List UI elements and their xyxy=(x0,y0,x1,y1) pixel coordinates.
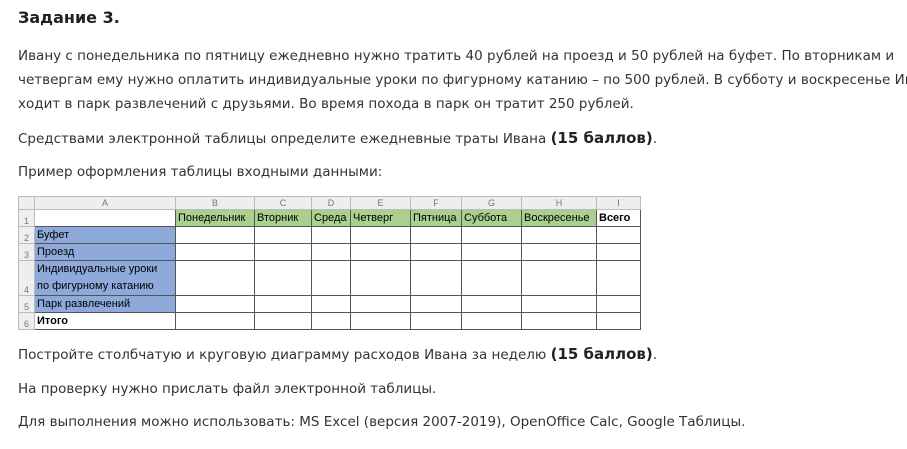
row-label: Парк развлечений xyxy=(34,295,176,313)
column-header: G xyxy=(461,196,522,210)
task-1: Средствами электронной таблицы определит… xyxy=(18,129,658,147)
row-number: 3 xyxy=(18,243,35,261)
row-number: 2 xyxy=(18,226,35,244)
table-row: 1 Понедельник Вторник Среда Четверг Пятница С… xyxy=(18,209,641,227)
header-cell: Четверг xyxy=(350,209,411,227)
table-row: 2 Буфет xyxy=(18,226,641,244)
column-header: H xyxy=(521,196,597,210)
header-cell: Суббота xyxy=(461,209,522,227)
row-label-line: Индивидуальные уроки xyxy=(37,263,158,275)
row-label: Итого xyxy=(34,312,176,330)
table-row: 5 Парк развлечений xyxy=(18,295,641,313)
column-header: B xyxy=(175,196,255,210)
header-cell: Понедельник xyxy=(175,209,255,227)
row-label: Проезд xyxy=(34,243,176,261)
software-note: Для выполнения можно использовать: MS Ex… xyxy=(18,414,746,430)
header-cell: Вторник xyxy=(254,209,312,227)
column-header: D xyxy=(311,196,351,210)
column-header: C xyxy=(254,196,312,210)
table-row: 3 Проезд xyxy=(18,243,641,261)
example-caption: Пример оформления таблицы входными данны… xyxy=(18,164,383,180)
table-row: 4 Индивидуальные уроки по фигурному катани… xyxy=(18,260,641,296)
header-cell: Всего xyxy=(596,209,641,227)
paragraph-line: ходит в парк развлечений с друзьями. Во … xyxy=(18,96,634,112)
paragraph-line: четвергам ему нужно оплатить индивидуаль… xyxy=(18,72,907,88)
task-2-points: (15 баллов) xyxy=(550,345,653,363)
task-title: Задание 3. xyxy=(18,8,120,27)
paragraph-line: Ивану с понедельника по пятницу ежедневн… xyxy=(18,48,895,64)
header-cell: Среда xyxy=(311,209,351,227)
header-cell: Воскресенье xyxy=(521,209,597,227)
header-cell: Пятница xyxy=(410,209,462,227)
submission-note: На проверку нужно прислать файл электрон… xyxy=(18,381,437,397)
table-row: 6 Итого xyxy=(18,312,641,330)
column-header: A xyxy=(34,196,176,210)
column-header: I xyxy=(596,196,641,210)
row-label-line: по фигурному катанию xyxy=(37,280,154,292)
row-label: Буфет xyxy=(34,226,176,244)
row-number: 6 xyxy=(18,312,35,330)
column-header: F xyxy=(410,196,462,210)
row-number: 1 xyxy=(18,209,35,227)
row-number: 4 xyxy=(18,260,35,296)
task-1-text: Средствами электронной таблицы определит… xyxy=(18,131,551,147)
task-2-text: Постройте столбчатую и круговую диаграмм… xyxy=(18,347,551,363)
row-label: Индивидуальные уроки по фигурному катанию xyxy=(34,260,176,296)
task-1-points: (15 баллов) xyxy=(550,129,653,147)
row-number: 5 xyxy=(18,295,35,313)
column-header: E xyxy=(350,196,411,210)
task-2: Постройте столбчатую и круговую диаграмм… xyxy=(18,345,658,363)
